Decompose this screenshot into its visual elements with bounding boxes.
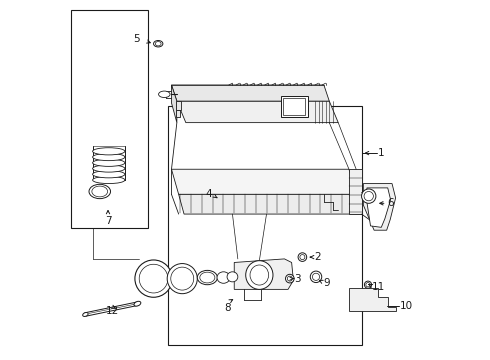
Ellipse shape [171,267,194,290]
Bar [168,107,362,345]
Ellipse shape [287,276,293,281]
Ellipse shape [298,253,307,261]
Polygon shape [176,101,181,110]
Ellipse shape [300,255,305,260]
Polygon shape [349,288,395,311]
Text: 6: 6 [388,198,394,208]
Bar [281,96,308,117]
Text: 9: 9 [323,278,330,288]
Polygon shape [179,194,362,214]
Ellipse shape [364,192,373,201]
Polygon shape [176,110,180,117]
Ellipse shape [286,274,294,283]
Text: 4: 4 [206,189,213,199]
Text: 12: 12 [106,306,119,316]
Ellipse shape [362,189,376,203]
Ellipse shape [93,148,125,155]
Ellipse shape [134,301,141,306]
Text: 7: 7 [105,216,111,226]
Ellipse shape [217,272,230,283]
Text: 8: 8 [224,303,231,312]
Ellipse shape [83,312,88,316]
Polygon shape [177,101,338,123]
Text: 11: 11 [372,282,386,292]
Ellipse shape [366,283,370,287]
Ellipse shape [200,272,215,283]
Ellipse shape [139,264,168,293]
Text: 2: 2 [314,252,321,262]
Bar [71,10,148,228]
Ellipse shape [135,260,172,297]
Polygon shape [364,184,395,230]
Bar [283,98,305,115]
Polygon shape [172,85,329,101]
Ellipse shape [167,264,197,294]
Polygon shape [367,188,391,227]
Ellipse shape [155,41,161,46]
Ellipse shape [313,273,319,280]
Ellipse shape [250,265,269,285]
Text: 3: 3 [294,274,301,284]
Ellipse shape [89,184,111,199]
Text: 1: 1 [378,148,384,158]
Ellipse shape [93,176,125,184]
Ellipse shape [92,186,108,197]
Ellipse shape [310,271,322,283]
Text: 10: 10 [400,301,413,311]
Ellipse shape [93,159,125,166]
Text: 5: 5 [134,34,140,44]
Polygon shape [234,259,294,289]
Polygon shape [172,85,177,123]
Ellipse shape [365,281,371,288]
Ellipse shape [93,171,125,178]
Ellipse shape [159,91,170,98]
Polygon shape [172,169,356,194]
Ellipse shape [197,270,218,285]
Bar [349,169,362,214]
Ellipse shape [245,261,273,289]
Ellipse shape [93,153,125,161]
Ellipse shape [93,165,125,172]
Ellipse shape [227,272,238,282]
Ellipse shape [153,41,163,47]
